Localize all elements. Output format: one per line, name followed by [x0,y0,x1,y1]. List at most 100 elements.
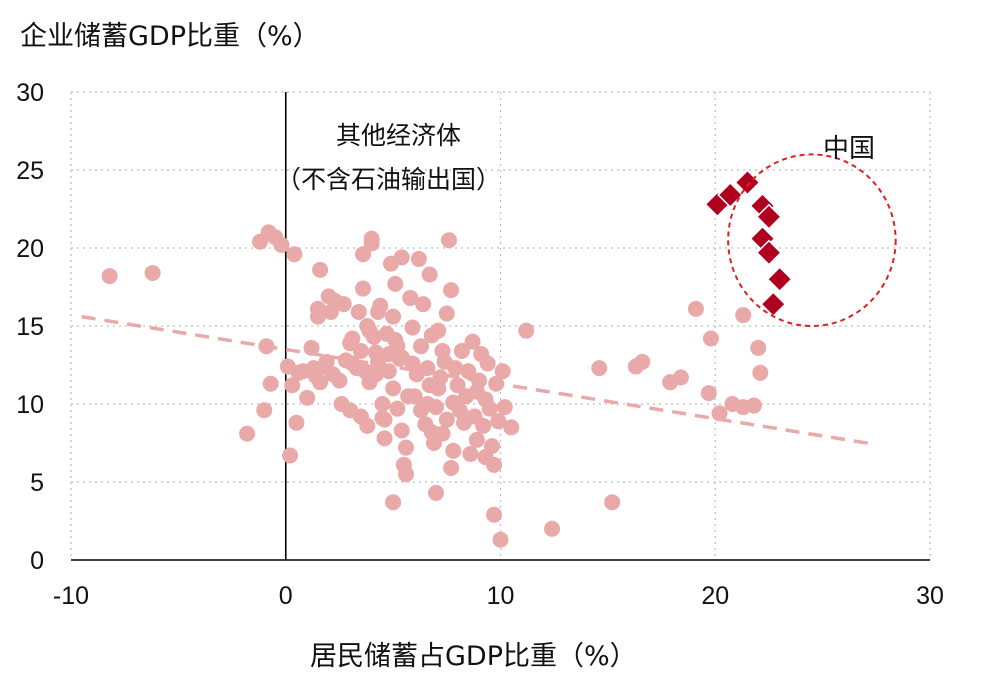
data-point-other [672,369,689,386]
data-point-other [464,333,481,350]
data-point-other [387,275,404,292]
data-point-other [687,300,704,317]
data-point-other [303,339,320,356]
data-point-other [479,355,496,372]
data-point-other [288,414,305,431]
data-point-other [419,396,436,412]
y-tick-labels: 0 5 10 15 20 25 30 [16,79,44,575]
data-point-other [752,364,769,381]
data-point-other [344,330,361,347]
data-point-other [262,375,279,392]
data-point-other [423,424,440,441]
data-point-other [312,261,329,278]
data-point-china [766,266,793,293]
y-tick-label: 25 [16,157,44,185]
data-point-other [335,296,352,313]
data-point-other [443,282,460,299]
other-economies-points [101,224,769,548]
data-point-china [755,239,782,266]
data-point-other [406,388,423,405]
data-point-other [415,296,432,313]
data-point-other [355,280,372,297]
data-point-other [430,380,447,397]
data-point-other [443,459,460,476]
data-point-other [700,385,717,402]
data-point-other [404,319,421,336]
data-point-other [430,322,447,339]
data-point-other [447,360,464,377]
data-point-other [402,289,419,306]
data-point-other [462,445,479,462]
axes [71,92,930,561]
data-point-other [331,372,348,389]
data-point-other [318,353,335,370]
data-point-other [518,322,535,339]
data-point-other [239,425,256,442]
y-tick-label: 15 [16,313,44,341]
china-points [704,169,793,318]
data-point-other [372,297,389,314]
data-point-other [419,360,436,377]
annotation-other-economies: 其他经济体 [336,121,462,150]
data-point-other [282,447,299,464]
data-point-other [475,417,492,434]
data-point-other [101,268,118,285]
data-point-other [385,380,402,397]
x-tick-label: 20 [701,582,729,610]
data-point-other [273,236,290,253]
y-tick-label: 10 [16,391,44,419]
data-point-other [284,377,301,394]
china-highlight-circle [727,153,897,327]
data-point-other [385,308,402,325]
data-point-other [355,246,372,263]
data-point-other [410,250,427,267]
x-tick-label: 0 [279,582,293,610]
data-point-other [359,417,376,434]
data-point-other [286,246,303,263]
data-point-other [413,338,430,355]
data-point-other [393,422,410,439]
data-point-other [494,363,511,380]
data-point-other [711,405,728,422]
data-point-other [376,411,393,428]
data-point-other [460,363,477,380]
y-tick-label: 20 [16,235,44,263]
data-point-other [481,400,498,417]
data-point-other [438,305,455,322]
data-point-other [312,374,329,391]
data-point-other [352,342,369,359]
x-tick-label: 30 [916,582,944,610]
data-point-other [458,410,475,427]
data-point-other [750,339,767,356]
data-point-other [490,413,507,430]
data-point-other [488,375,505,392]
data-point-other [393,249,410,266]
data-point-other [477,449,494,466]
data-point-other [428,484,445,501]
data-point-other [376,430,393,447]
data-point-other [702,330,719,347]
x-axis-label: 居民储蓄占GDP比重（%） [310,641,637,672]
data-point-other [468,431,485,448]
data-point-other [256,402,273,419]
y-tick-label: 0 [30,547,44,575]
data-point-china [734,169,761,196]
data-point-other [380,363,397,380]
data-point-other [745,397,762,414]
data-point-other [374,396,391,412]
data-point-other [350,303,367,320]
data-point-other [398,466,415,483]
china-highlight [727,153,897,327]
data-point-other [438,411,455,428]
data-point-other [309,300,326,317]
data-point-other [453,342,470,359]
data-point-other [604,494,621,511]
annotation-china: 中国 [823,134,876,164]
data-point-other [299,389,316,406]
y-tick-label: 30 [16,79,44,107]
data-point-other [468,383,485,400]
data-point-other [363,230,380,247]
x-tick-label: -10 [53,582,89,610]
annotation-other-economies-note: （不含石油输出国） [276,165,502,194]
